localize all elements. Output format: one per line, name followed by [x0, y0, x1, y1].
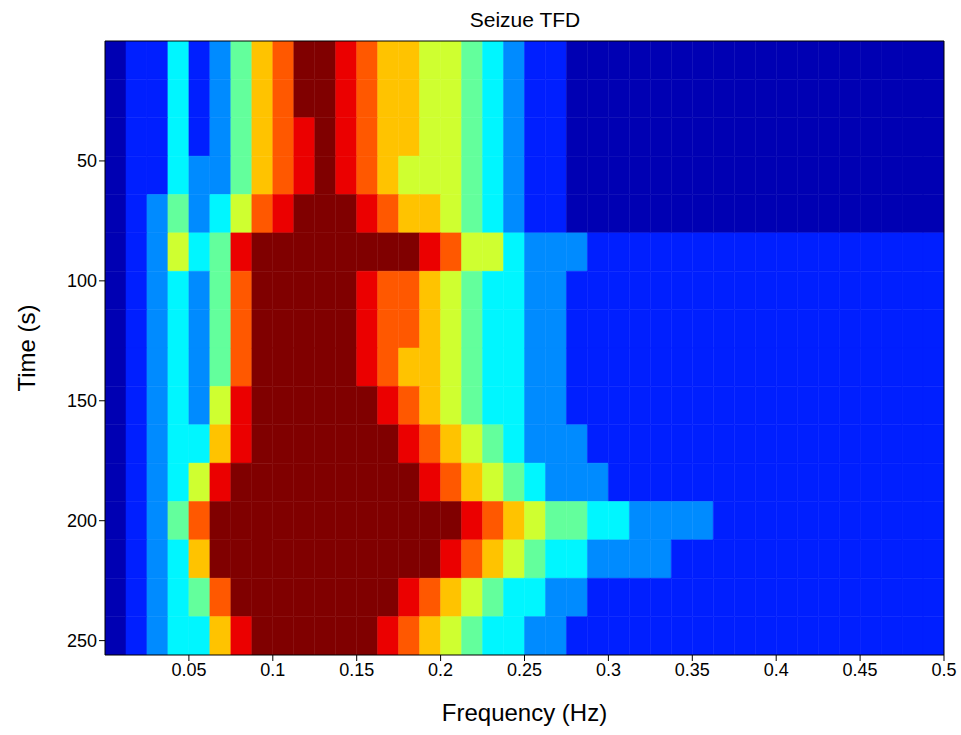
svg-text:0.25: 0.25 [507, 660, 542, 680]
svg-text:250: 250 [67, 631, 97, 651]
svg-text:0.15: 0.15 [339, 660, 374, 680]
svg-text:150: 150 [67, 391, 97, 411]
svg-text:0.05: 0.05 [171, 660, 206, 680]
svg-text:0.2: 0.2 [428, 660, 453, 680]
html-text:Seizue TFD: Seizue TFD [469, 8, 581, 31]
svg-text:0.1: 0.1 [260, 660, 285, 680]
svg-text:0.3: 0.3 [596, 660, 621, 680]
svg-text:200: 200 [67, 511, 97, 531]
svg-text:100: 100 [67, 271, 97, 291]
svg-text:Frequency (Hz): Frequency (Hz) [442, 699, 607, 726]
svg-text:0.5: 0.5 [931, 660, 956, 680]
svg-text:50: 50 [77, 151, 97, 171]
svg-text:0.35: 0.35 [675, 660, 710, 680]
svg-text:0.45: 0.45 [843, 660, 878, 680]
svg-text:0.4: 0.4 [764, 660, 789, 680]
svg-text:Time (s): Time (s) [13, 304, 40, 391]
